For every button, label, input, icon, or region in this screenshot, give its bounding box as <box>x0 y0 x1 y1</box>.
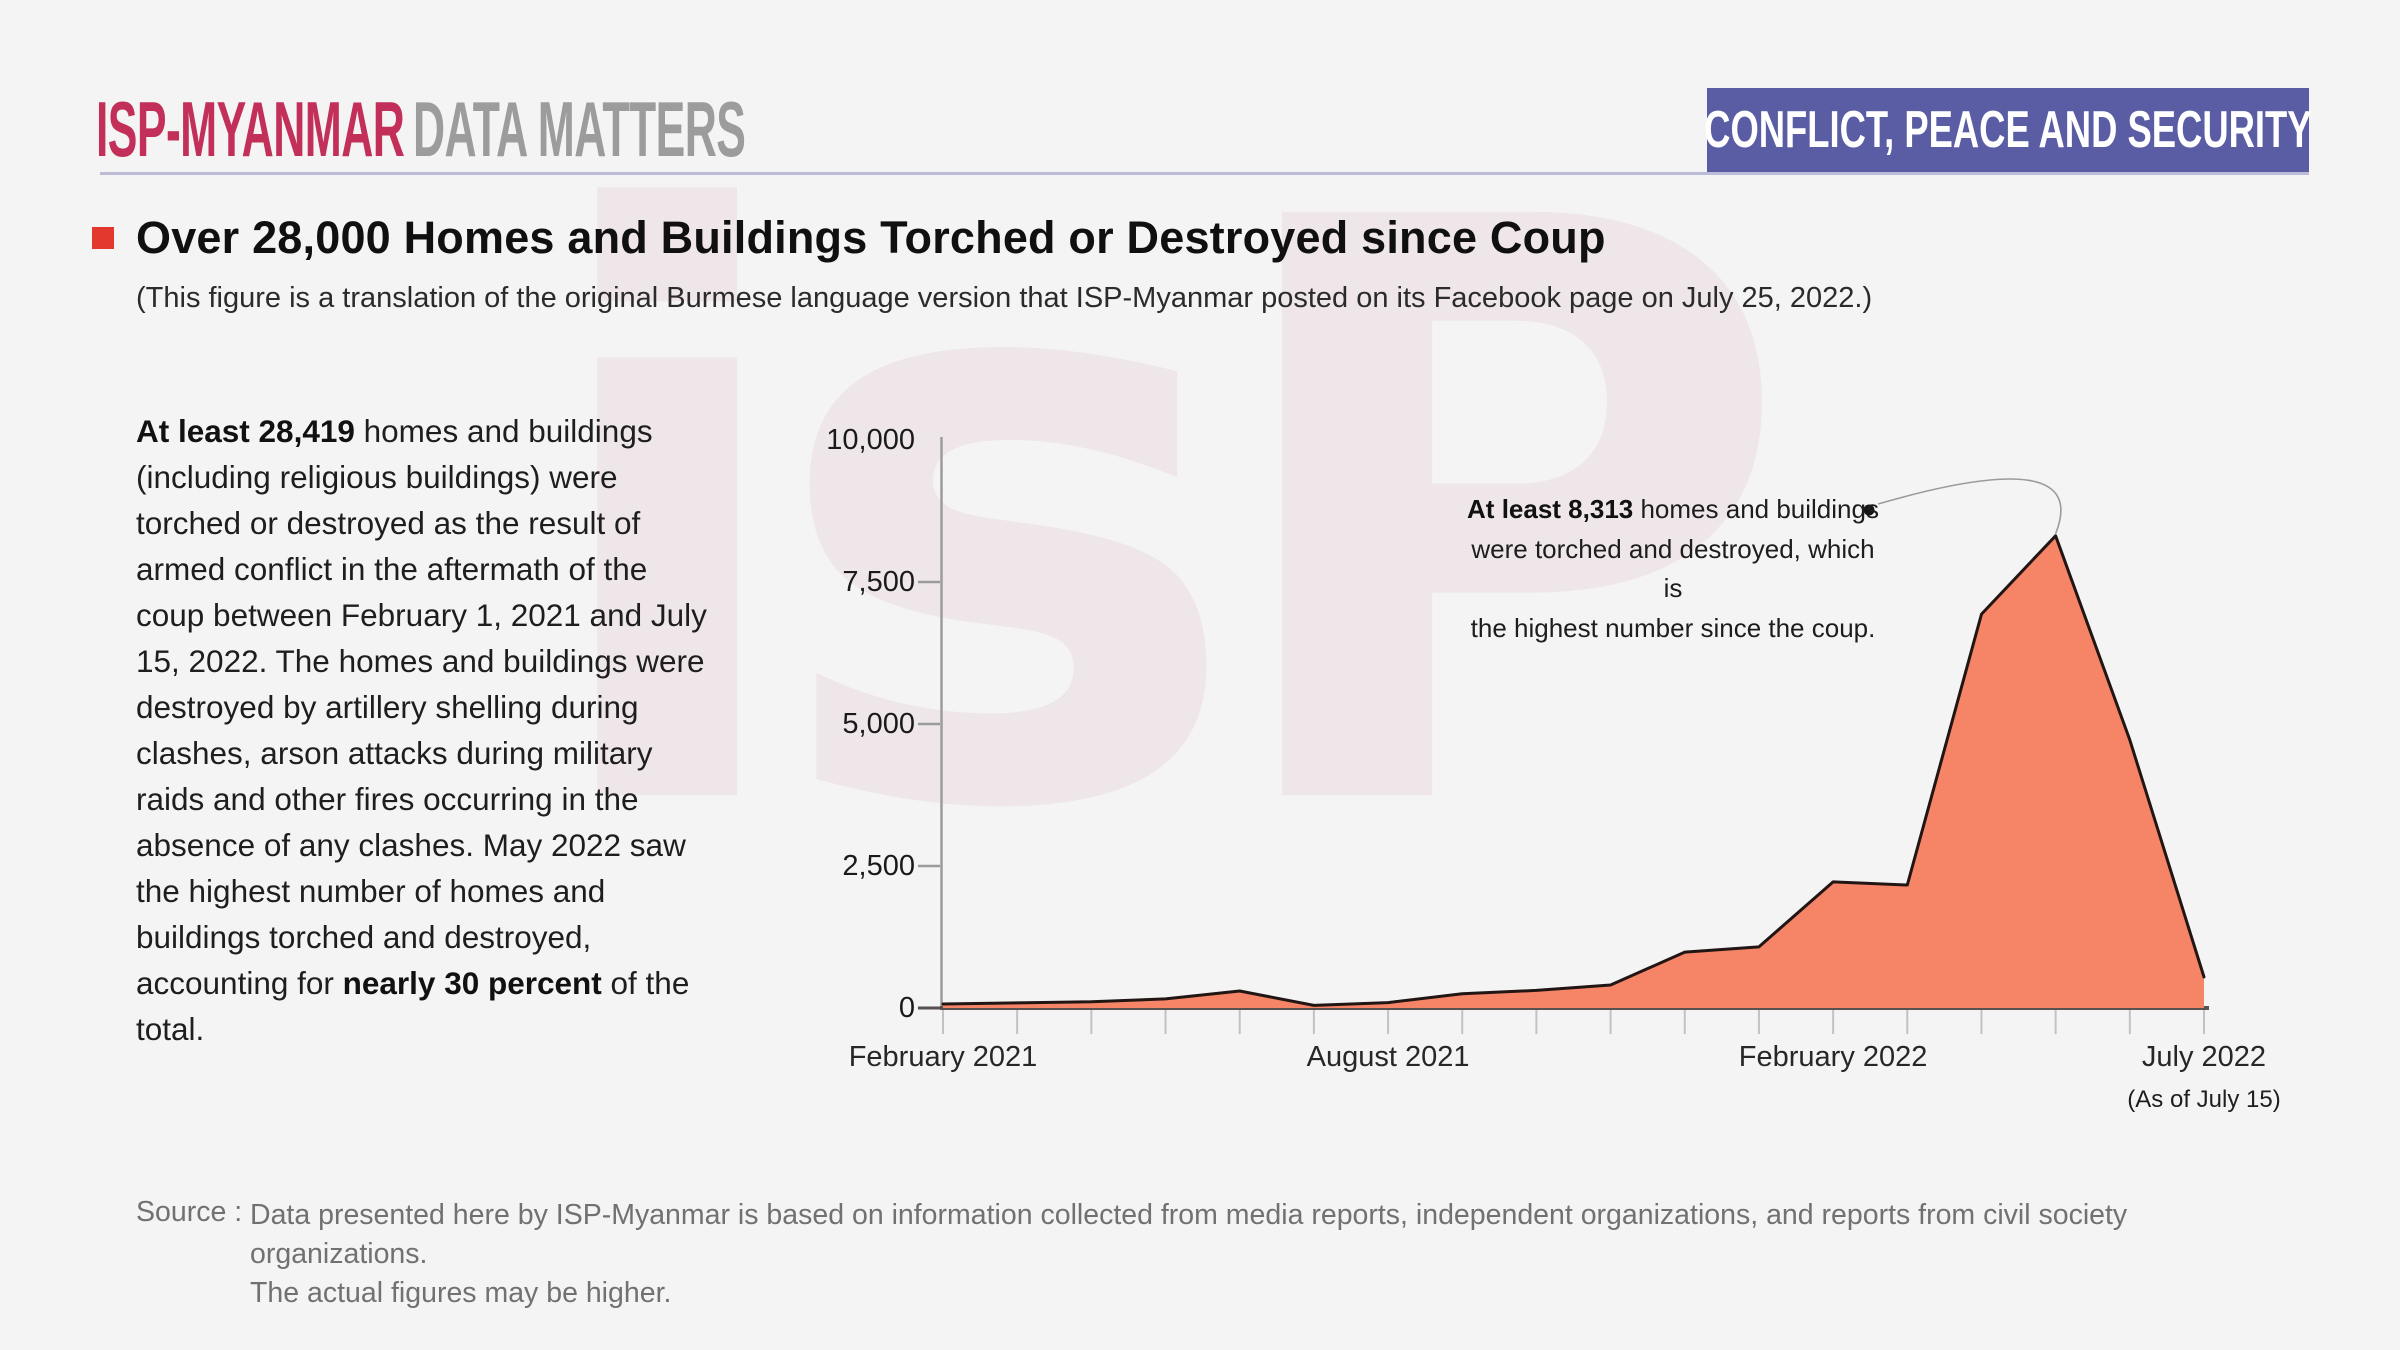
annotation-dot <box>1863 504 1875 516</box>
page-subtitle: (This figure is a translation of the ori… <box>136 282 1873 314</box>
peak-annotation-line3: the highest number since the coup. <box>1470 612 1876 643</box>
summary-body-1: homes and buildings (including religious… <box>136 413 707 1001</box>
header-divider <box>100 172 2309 175</box>
logo-isp-myanmar: ISP-MYANMAR <box>96 85 405 173</box>
x-axis-label-3: July 2022 <box>2141 1041 2267 1073</box>
y-axis-label-10,000: 10,000 <box>826 424 915 456</box>
source-label: Source : <box>136 1196 243 1228</box>
category-badge-label: CONFLICT, PEACE AND SECURITY <box>1704 101 2312 159</box>
y-axis-label-0: 0 <box>898 992 915 1024</box>
peak-annotation-line1: At least 8,313 homes and buildings <box>1463 490 1883 530</box>
area-fill <box>943 535 2204 1008</box>
annotation-connector <box>1877 478 2062 535</box>
peak-annotation-line1-rest: homes and buildings <box>1633 494 1879 524</box>
x-axis-note: (As of July 15) <box>2127 1086 2281 1113</box>
source-line2: The actual figures may be higher. <box>250 1277 672 1309</box>
logo-data-matters: DATA MATTERS <box>413 85 746 173</box>
source-text: Data presented here by ISP-Myanmar is ba… <box>250 1196 2150 1313</box>
summary-body-2: of the total. <box>136 965 690 1047</box>
y-axis-label-5,000: 5,000 <box>842 708 915 740</box>
category-badge: CONFLICT, PEACE AND SECURITY <box>1704 88 2312 172</box>
peak-annotation-line2: were torched and destroyed, which is <box>1471 533 1875 604</box>
y-axis-label-7,500: 7,500 <box>842 566 915 598</box>
page-title: Over 28,000 Homes and Buildings Torched … <box>136 212 1606 263</box>
data-line <box>941 534 2206 1007</box>
summary-percent-figure: nearly 30 percent <box>342 965 602 1001</box>
x-axis-label-1: August 2021 <box>1306 1041 1470 1073</box>
peak-annotation-value: At least 8,313 <box>1467 494 1634 524</box>
summary-paragraph: At least 28,419 homes and buildings (inc… <box>136 408 720 1052</box>
source-line1: Data presented here by ISP-Myanmar is ba… <box>250 1199 2128 1270</box>
summary-total-figure: At least 28,419 <box>136 413 355 449</box>
y-axis-label-2,500: 2,500 <box>842 850 915 882</box>
isp-logo-watermark: isP <box>530 52 1795 984</box>
x-axis-label-0: February 2021 <box>848 1041 1038 1073</box>
peak-annotation: At least 8,313 homes and buildings were … <box>1463 490 1883 648</box>
title-bullet-square <box>92 227 114 249</box>
x-axis-label-2: February 2022 <box>1738 1041 1928 1073</box>
